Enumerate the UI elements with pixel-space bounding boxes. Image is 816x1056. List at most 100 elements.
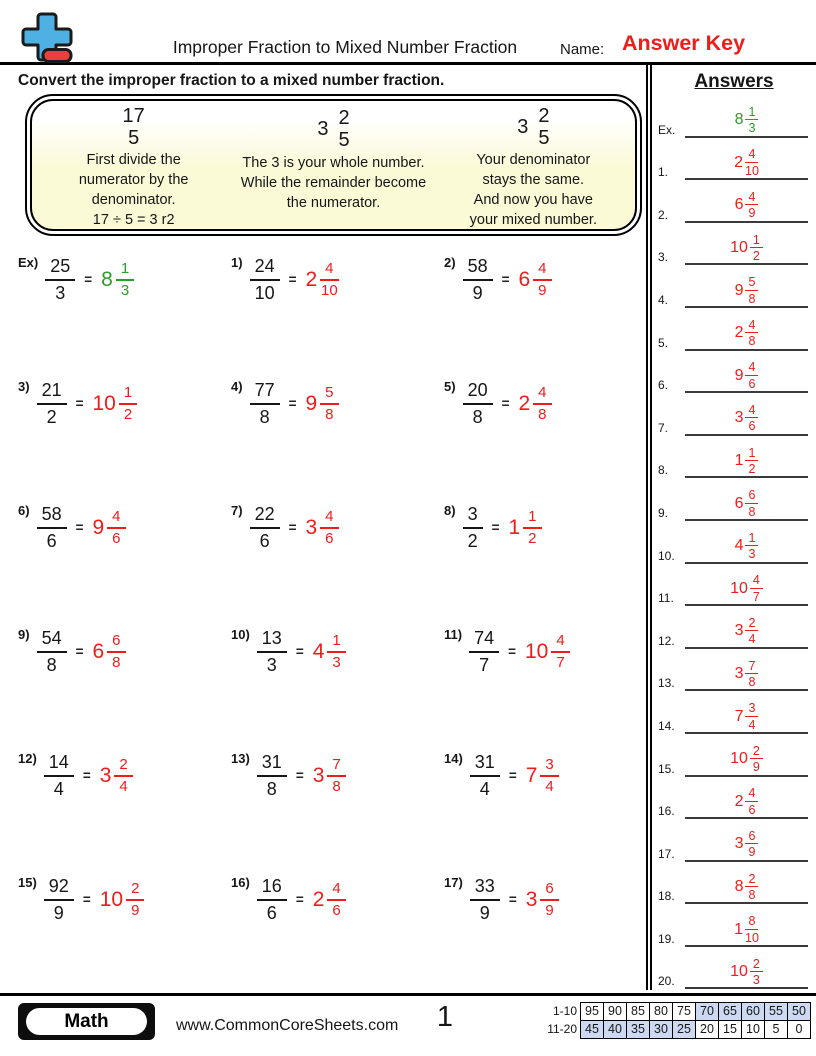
answer-fraction-denominator: 3 bbox=[752, 973, 760, 988]
example-fraction-numerator: 2 bbox=[338, 106, 350, 129]
answer-fraction-numerator: 6 bbox=[745, 829, 759, 845]
score-row-1-10: 1-10 95 90 85 80 75 70 65 60 bbox=[539, 1002, 811, 1021]
answer-fraction-numerator: 4 bbox=[745, 786, 759, 802]
improper-fraction: 58 6 bbox=[36, 503, 67, 552]
answer-fraction-denominator: 4 bbox=[119, 777, 128, 795]
mixed-number-answer: 10 4 7 bbox=[525, 632, 570, 672]
answer-fraction-denominator: 9 bbox=[538, 281, 547, 299]
answer-value: 3 2 4 bbox=[735, 616, 759, 647]
fraction-numerator: 16 bbox=[256, 875, 287, 901]
improper-fraction: 3 2 bbox=[462, 503, 483, 552]
fraction-numerator: 58 bbox=[36, 503, 67, 529]
answer-blank-line: 3 7 8 bbox=[685, 659, 808, 692]
answer-fraction: 2 9 bbox=[126, 880, 145, 920]
answer-whole-number: 3 bbox=[525, 887, 538, 911]
problem-body: 16 6 = 2 4 6 bbox=[256, 875, 346, 924]
equals-sign: = bbox=[501, 272, 510, 287]
answer-fraction: 1 3 bbox=[745, 105, 759, 136]
answer-fraction: 2 3 bbox=[749, 957, 763, 988]
answer-fraction-denominator: 4 bbox=[748, 632, 756, 647]
answer-fraction-denominator: 6 bbox=[748, 376, 756, 391]
answer-fraction-denominator: 2 bbox=[748, 461, 756, 476]
equals-sign: = bbox=[75, 644, 84, 659]
answer-value: 10 4 7 bbox=[730, 573, 763, 604]
answer-row-label: 10. bbox=[658, 548, 675, 563]
equals-sign: = bbox=[295, 892, 304, 907]
equals-sign: = bbox=[501, 396, 510, 411]
problem-body: 77 8 = 9 5 8 bbox=[249, 379, 339, 428]
answer-value: 7 3 4 bbox=[735, 701, 759, 732]
answer-whole-number: 3 bbox=[734, 835, 744, 853]
answer-fraction-numerator: 5 bbox=[745, 275, 759, 291]
problem-body: 25 3 = 8 1 3 bbox=[45, 255, 135, 304]
answer-fraction-denominator: 3 bbox=[120, 281, 130, 299]
answer-fraction-numerator: 1 bbox=[523, 508, 542, 529]
answer-fraction-denominator: 6 bbox=[748, 419, 756, 434]
score-cell: 25 bbox=[672, 1020, 696, 1039]
equals-sign: = bbox=[288, 396, 297, 411]
problem-item: 5) 20 8 = 2 4 8 bbox=[442, 369, 627, 493]
answer-fraction-numerator: 4 bbox=[533, 384, 552, 405]
mixed-number-answer: 2 4 10 bbox=[305, 260, 339, 300]
equals-sign: = bbox=[75, 520, 84, 535]
answer-fraction: 8 10 bbox=[745, 914, 759, 945]
answer-fraction-denominator: 9 bbox=[545, 901, 554, 919]
problem-item: 11) 74 7 = 10 4 7 bbox=[442, 617, 627, 741]
problem-body: 92 9 = 10 2 9 bbox=[43, 875, 145, 924]
problem-number: 7) bbox=[231, 503, 243, 518]
answer-value: 9 4 6 bbox=[735, 360, 759, 391]
answer-blank-line: 3 2 4 bbox=[685, 616, 808, 649]
problem-item: 17) 33 9 = 3 6 9 bbox=[442, 865, 627, 989]
answer-fraction-numerator: 4 bbox=[745, 403, 759, 419]
fraction-numerator: 3 bbox=[462, 503, 483, 529]
answer-row: 12. 3 2 4 bbox=[652, 606, 816, 649]
answer-whole-number: 10 bbox=[730, 750, 748, 768]
mixed-number-answer: 3 6 9 bbox=[526, 880, 559, 920]
answer-fraction-denominator: 10 bbox=[745, 930, 759, 945]
answer-fraction: 4 10 bbox=[320, 260, 339, 300]
answer-whole-number: 3 bbox=[734, 664, 744, 682]
answer-whole-number: 2 bbox=[312, 887, 325, 911]
answer-whole-number: 7 bbox=[525, 763, 538, 787]
problem-number: 16) bbox=[231, 875, 250, 890]
mixed-number-answer: 6 4 9 bbox=[518, 260, 552, 300]
answer-whole-number: 10 bbox=[525, 639, 549, 663]
answer-row-label: 11. bbox=[658, 591, 674, 606]
score-cell: 35 bbox=[626, 1020, 650, 1039]
answer-whole-number: 3 bbox=[99, 763, 112, 787]
answer-fraction-denominator: 3 bbox=[748, 547, 756, 562]
answer-whole-number: 2 bbox=[518, 391, 531, 415]
answer-fraction: 1 2 bbox=[118, 384, 138, 424]
answer-fraction-denominator: 7 bbox=[556, 653, 565, 671]
answer-value: 10 1 2 bbox=[730, 233, 763, 264]
answer-value: 10 2 9 bbox=[730, 744, 763, 775]
mixed-number-answer: 9 5 8 bbox=[305, 384, 339, 424]
answer-fraction-denominator: 3 bbox=[748, 121, 756, 136]
answer-fraction-numerator: 2 bbox=[749, 957, 763, 973]
mixed-number-answer: 3 7 8 bbox=[313, 756, 346, 796]
answer-fraction-numerator: 4 bbox=[745, 318, 759, 334]
mixed-number-answer: 10 1 2 bbox=[92, 384, 138, 424]
answer-fraction-denominator: 8 bbox=[538, 405, 547, 423]
problem-body: 21 2 = 10 1 2 bbox=[36, 379, 138, 428]
mixed-number-answer: 9 4 6 bbox=[92, 508, 126, 548]
fraction-denominator: 3 bbox=[55, 282, 66, 303]
answer-row: 8. 1 1 2 bbox=[652, 436, 816, 479]
answers-title: Answers bbox=[694, 71, 774, 92]
answer-value: 2 4 6 bbox=[735, 786, 759, 817]
fraction-numerator: 74 bbox=[469, 627, 500, 653]
problem-item: 16) 16 6 = 2 4 6 bbox=[229, 865, 442, 989]
problem-number: 3) bbox=[18, 379, 30, 394]
answer-whole-number: 8 bbox=[734, 877, 744, 895]
answer-row-label: 14. bbox=[658, 718, 675, 733]
problem-number: 2) bbox=[444, 255, 456, 270]
problem-number: 13) bbox=[231, 751, 250, 766]
answer-value: 9 5 8 bbox=[735, 275, 759, 306]
answer-row-label: 6. bbox=[658, 378, 669, 393]
score-cell: 80 bbox=[649, 1002, 673, 1021]
answer-whole-number: 10 bbox=[99, 887, 124, 911]
answer-fraction-denominator: 6 bbox=[112, 529, 121, 547]
answer-whole-number: 8 bbox=[734, 111, 744, 129]
problem-body: 74 7 = 10 4 7 bbox=[469, 627, 570, 676]
fraction-denominator: 6 bbox=[266, 902, 277, 923]
